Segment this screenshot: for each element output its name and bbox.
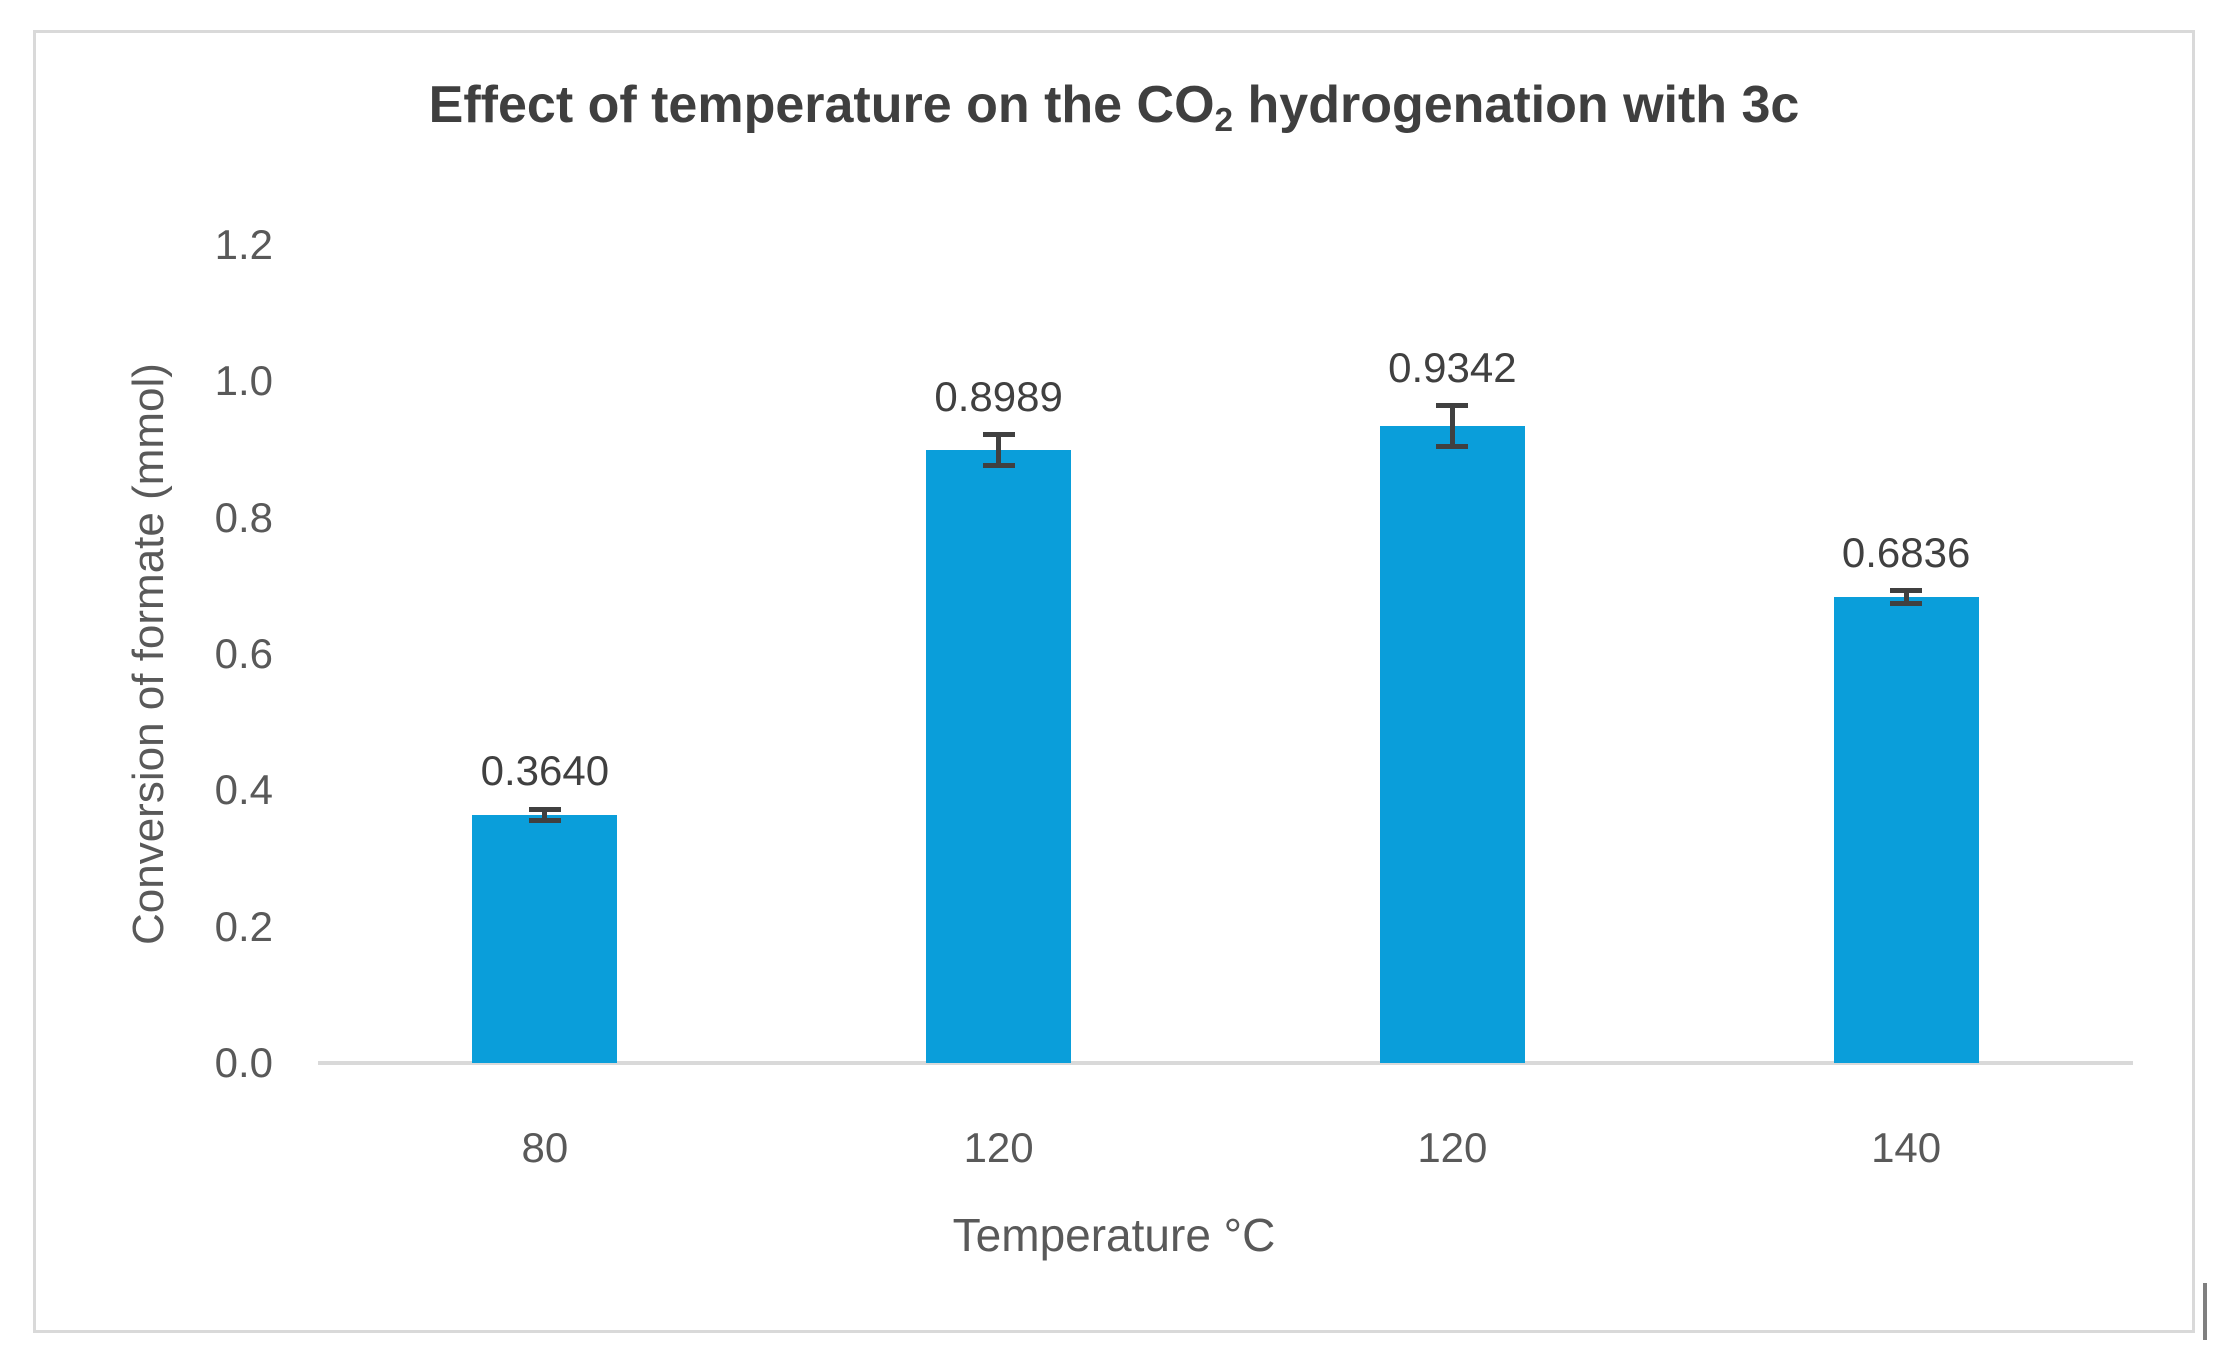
error-bar-cap-top	[1890, 588, 1923, 594]
x-tick-label: 120	[1417, 1124, 1488, 1171]
error-bar-line	[996, 434, 1002, 466]
error-bar-cap-bottom	[982, 463, 1015, 469]
y-tick-label: 1.2	[214, 221, 273, 268]
x-axis-title: Temperature °C	[952, 1209, 1276, 1261]
chart-title-subscript: 2	[1214, 102, 1234, 140]
y-tick-label: 1.0	[214, 357, 273, 405]
error-bar-cap-top	[982, 432, 1015, 438]
error-bar-cap-top	[528, 806, 561, 812]
bar	[926, 450, 1072, 1063]
bar	[1833, 597, 1979, 1063]
x-tick-label: 120	[963, 1124, 1034, 1171]
y-tick-label: 0.6	[214, 630, 273, 677]
error-bar-cap-bottom	[528, 817, 561, 823]
x-tick-label: 140	[1871, 1124, 1942, 1171]
error-bar-cap-top	[1436, 403, 1469, 409]
bar	[1379, 426, 1525, 1063]
error-bar-line	[1903, 590, 1909, 604]
error-bar-line	[1449, 405, 1455, 447]
y-tick-label: 0.2	[214, 902, 273, 950]
bar-value-label: 0.9342	[1388, 343, 1517, 391]
bar-value-label: 0.6836	[1841, 528, 1971, 576]
chart-title-text-end: hydrogenation with 3c	[1233, 76, 1800, 134]
y-axis-ticks: 1.2 1.0 0.8 0.6 0.4 0.2 0.0	[113, 221, 273, 1086]
chart-figure: Effect of temperature on the CO2 hydroge…	[33, 30, 2195, 1333]
y-tick-label: 0.4	[214, 766, 273, 814]
y-tick-label: 0.0	[214, 1039, 273, 1086]
bar-value-label: 0.3640	[480, 747, 610, 795]
chart-title-text: Effect of temperature on the CO	[428, 76, 1215, 134]
bar	[472, 814, 618, 1063]
chart-title: Effect of temperature on the CO2 hydroge…	[36, 75, 2192, 139]
x-axis-line	[318, 1061, 2133, 1065]
plot-area: 0.3640 0.8989 0.9342 0.6836	[318, 245, 2133, 1065]
text-cursor-mark	[2203, 1283, 2207, 1340]
error-bar-cap-bottom	[1436, 444, 1469, 450]
bar-value-label: 0.8989	[934, 372, 1063, 420]
error-bar-line	[542, 809, 548, 821]
x-axis-ticks: 80 120 120 140	[318, 1118, 2133, 1178]
x-tick-label: 80	[521, 1124, 569, 1171]
y-tick-label: 0.8	[214, 493, 273, 541]
error-bar-cap-bottom	[1890, 600, 1923, 606]
